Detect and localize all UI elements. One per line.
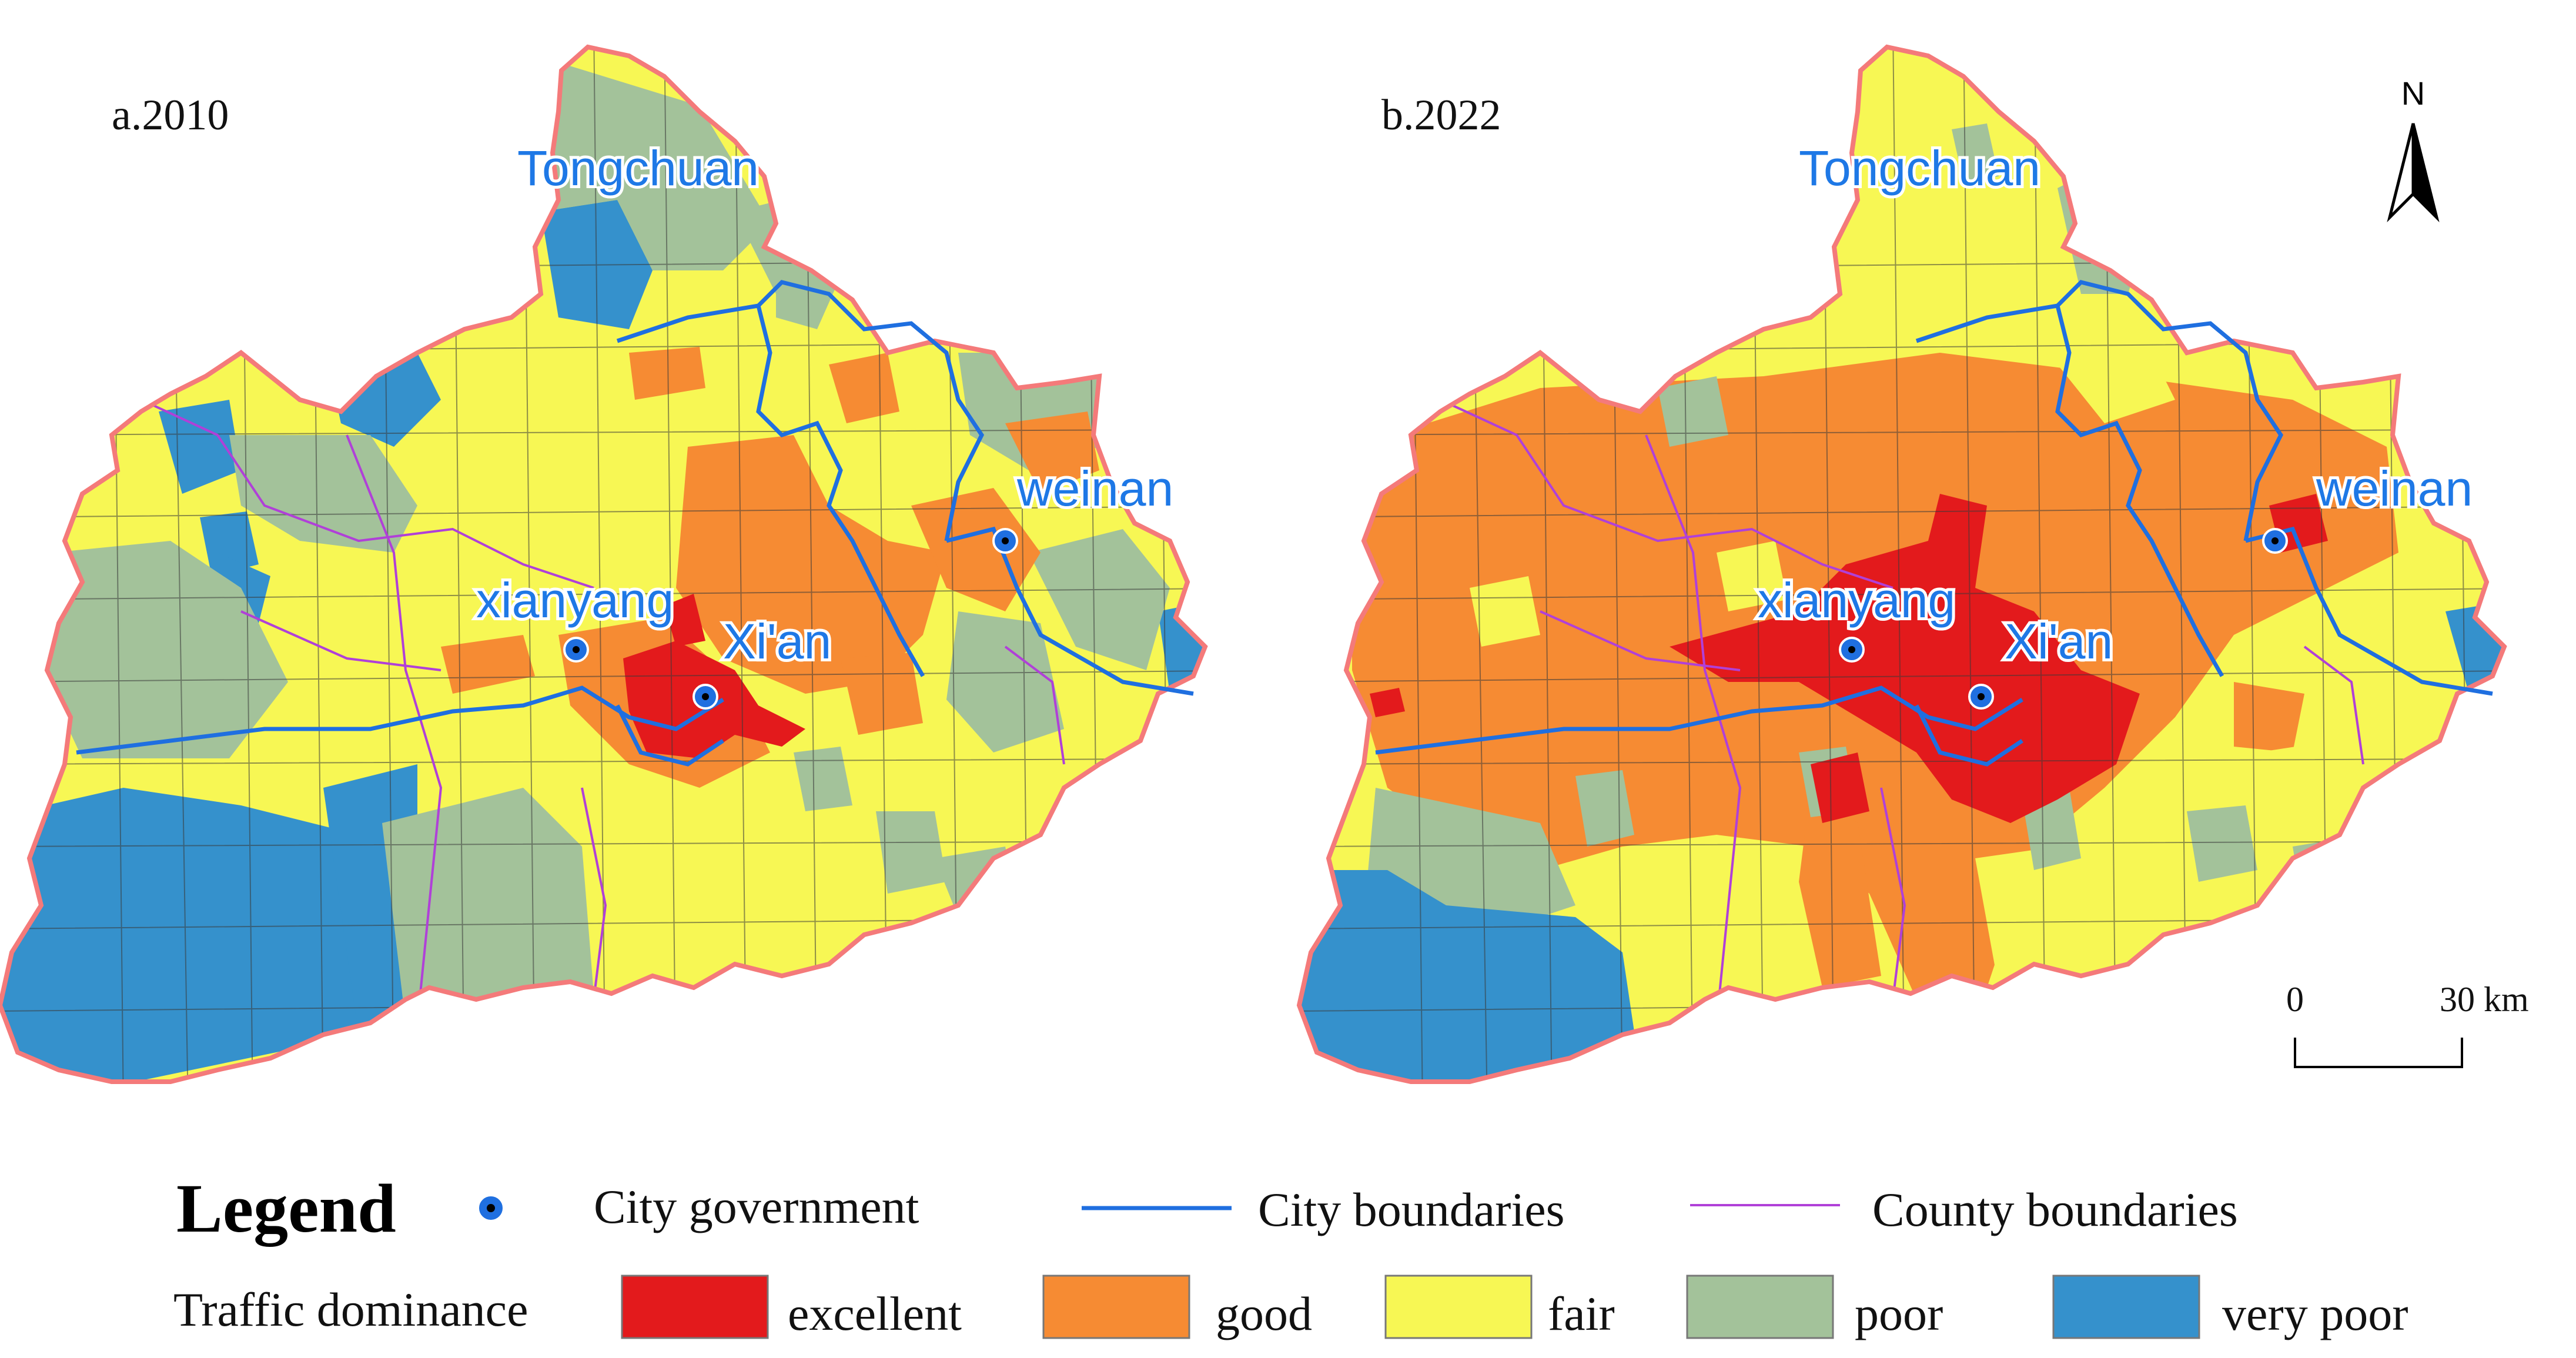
city-label-xian: Xi'an [2005,614,2113,669]
city-government-marker [2262,528,2288,554]
svg-text:N: N [2401,75,2425,112]
legend-county-boundaries-label: County boundaries [1872,1183,2238,1236]
legend-city-government-icon [477,1194,505,1222]
legend-category-title: Traffic dominance [173,1283,528,1336]
legend-label-poor: poor [1855,1287,1943,1340]
legend-heading: Legend [176,1170,396,1247]
city-government-marker [563,637,589,663]
city-government-marker [692,684,718,710]
panel-title-2022: b.2022 [1381,91,1501,139]
legend-label-fair: fair [1548,1287,1615,1340]
city-label-xian: Xi'an [723,614,831,669]
legend-city-government-label: City government [594,1180,919,1233]
legend-label-excellent: excellent [788,1287,962,1340]
north-arrow-icon: N [2387,75,2440,223]
city-label-xianyang: xianyang [1758,573,1955,628]
map-panel-2022: b.2022 Tongchuan weinan xianyang Xi'an [1293,24,2576,1111]
legend-swatch-fair [1384,1275,1533,1339]
legend-swatch-poor [1686,1275,1834,1339]
scale-bar: 0 30 km [2286,980,2529,1068]
city-label-weinan: weinan [2316,461,2473,516]
city-government-marker [1839,637,1865,663]
city-boundaries-2022 [1375,280,2493,767]
legend-swatch-excellent [621,1275,769,1339]
map-panel-2010: a.2010 Tongchuan weinan xianyang Xi'an [0,24,1287,1111]
city-government-marker [992,528,1018,554]
legend: Legend City government City boundaries C… [173,1170,2408,1340]
city-label-tongchuan: Tongchuan [1799,141,2040,196]
legend-label-very-poor: very poor [2222,1287,2408,1340]
city-boundaries-2010 [76,280,1194,767]
city-label-weinan: weinan [1016,461,1173,516]
scale-start-label: 0 [2286,980,2304,1019]
city-label-tongchuan: Tongchuan [517,141,759,196]
panel-title-2010: a.2010 [112,91,229,139]
legend-label-good: good [1216,1287,1312,1340]
city-label-xianyang: xianyang [476,573,674,628]
city-government-marker [1968,684,1994,710]
legend-city-boundaries-label: City boundaries [1258,1183,1565,1236]
legend-swatch-very-poor [2052,1275,2200,1339]
scale-end-label: 30 km [2440,980,2529,1019]
legend-swatch-good [1042,1275,1190,1339]
